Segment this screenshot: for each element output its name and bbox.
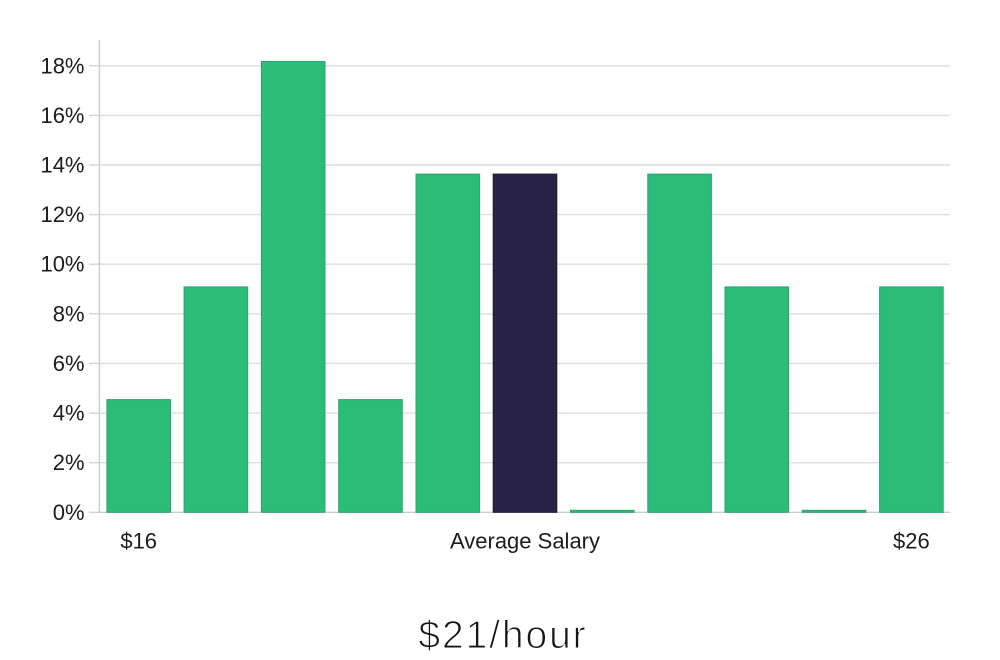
svg-text:12%: 12% xyxy=(40,202,84,227)
svg-text:0%: 0% xyxy=(53,500,85,525)
svg-text:16%: 16% xyxy=(40,103,84,128)
svg-text:$16: $16 xyxy=(120,529,157,554)
svg-text:18%: 18% xyxy=(40,53,84,78)
svg-text:$26: $26 xyxy=(893,529,930,554)
svg-text:Average Salary: Average Salary xyxy=(450,529,600,554)
svg-text:10%: 10% xyxy=(40,252,84,277)
svg-text:$21/hour: $21/hour xyxy=(418,614,587,657)
svg-text:2%: 2% xyxy=(53,450,85,475)
svg-text:14%: 14% xyxy=(40,153,84,178)
svg-text:4%: 4% xyxy=(53,401,85,426)
svg-text:8%: 8% xyxy=(53,301,85,326)
svg-text:6%: 6% xyxy=(53,351,85,376)
